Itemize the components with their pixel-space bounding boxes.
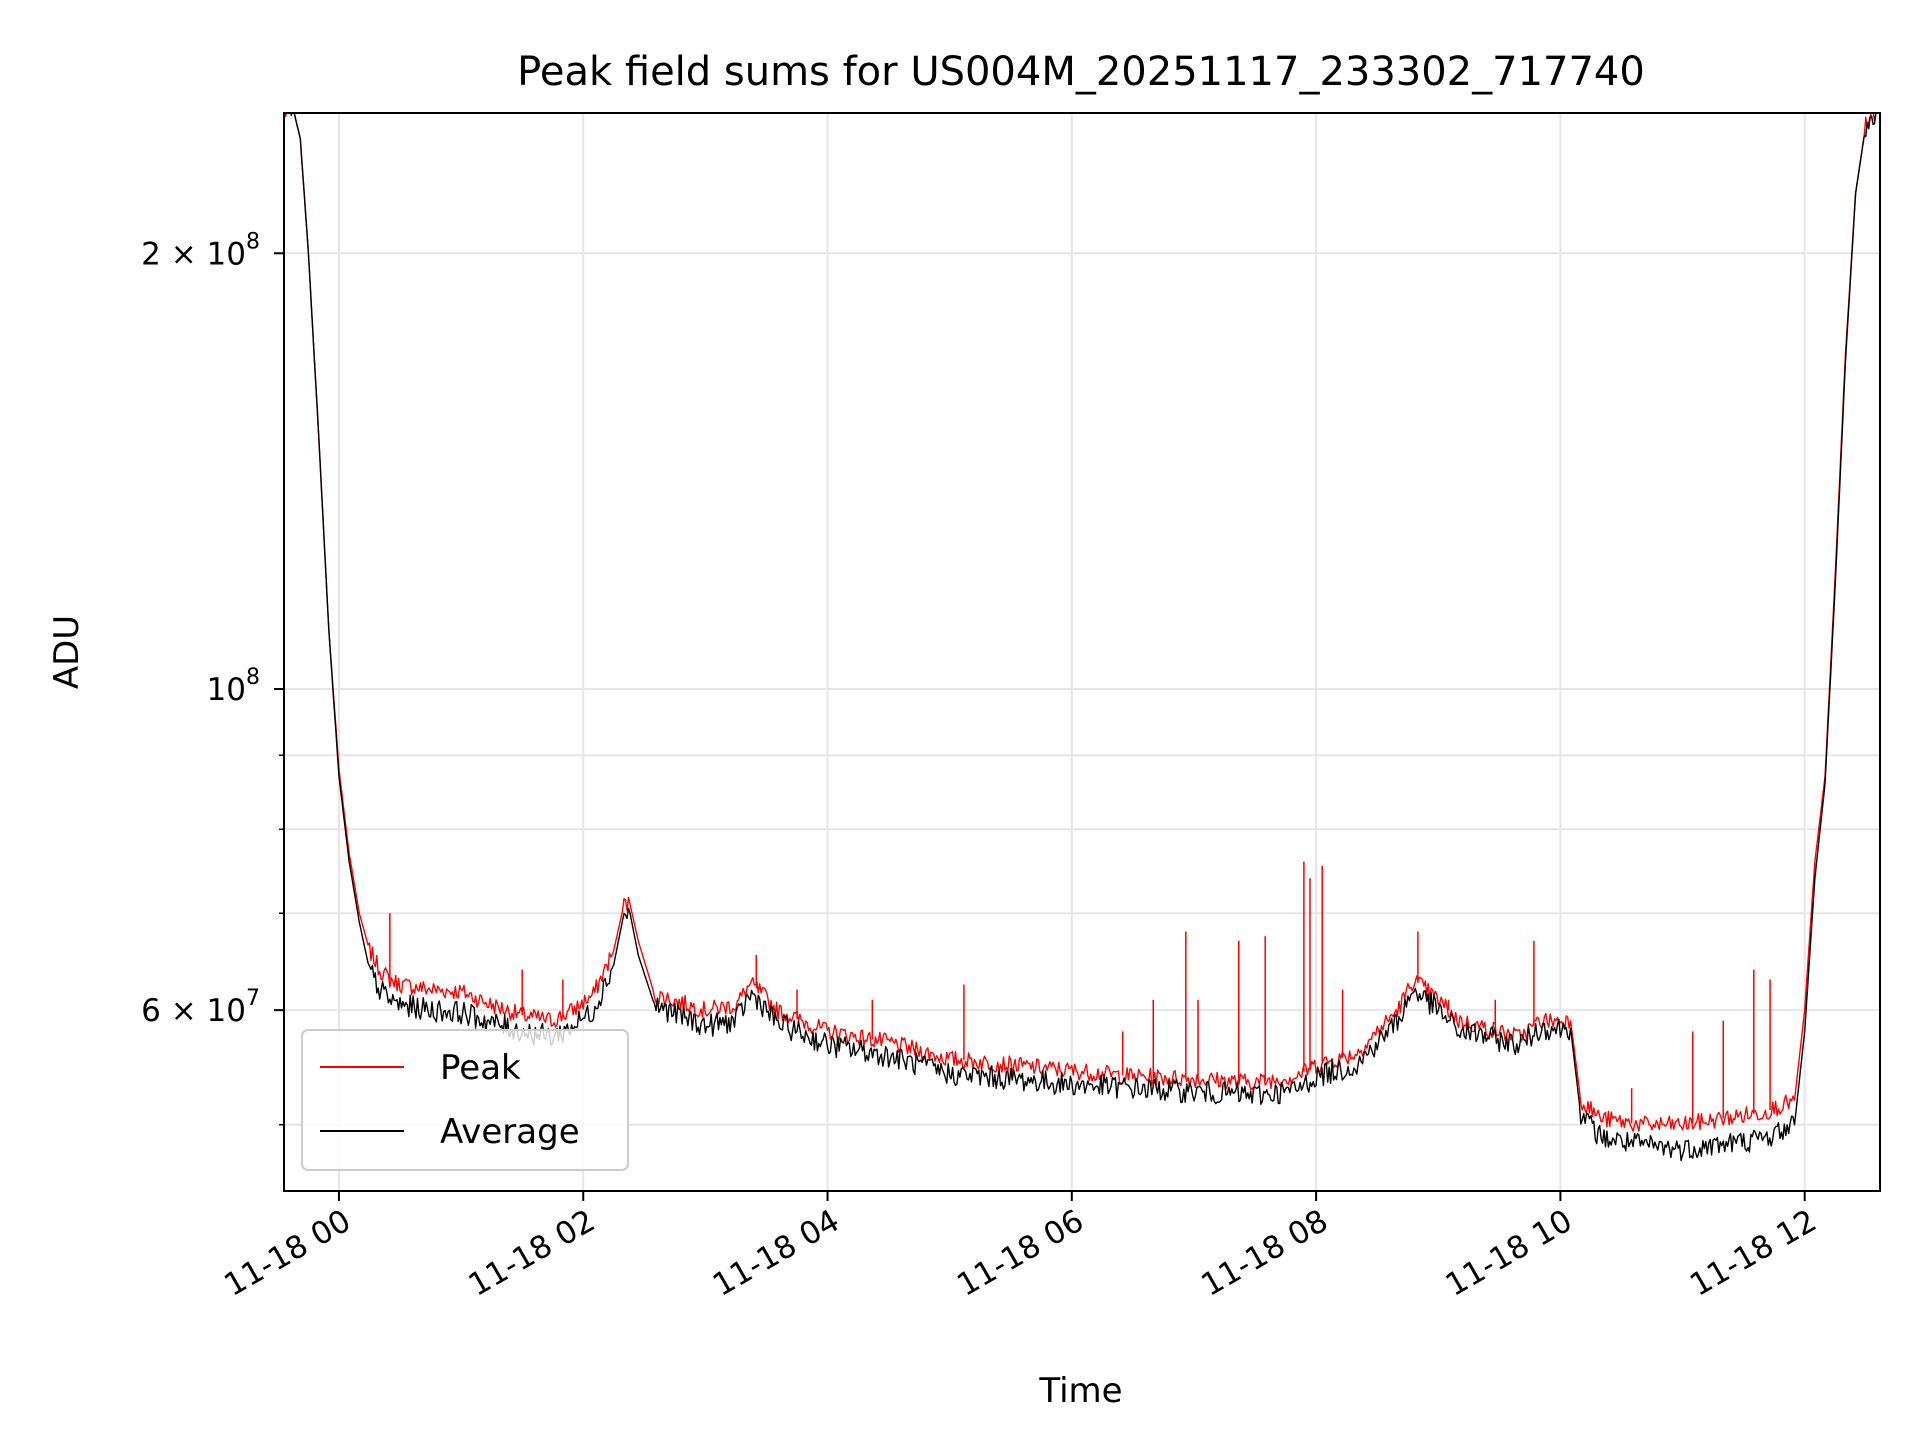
y-tick-label: 2 × 108: [141, 229, 260, 272]
y-tick-label: 108: [207, 665, 260, 708]
y-tick-exponent: 8: [246, 665, 260, 690]
legend-label-peak: Peak: [440, 1048, 521, 1088]
chart-title: Peak field sums for US004M_20251117_2333…: [517, 49, 1645, 95]
series-layer: [284, 113, 1877, 1162]
legend-label-average: Average: [440, 1112, 580, 1152]
plot-frame: [283, 112, 1881, 1192]
y-tick-mantissa: 2 × 10: [141, 236, 246, 272]
y-tick-exponent: 7: [246, 986, 260, 1011]
y-tick-exponent: 8: [246, 229, 260, 254]
series-line-peak: [284, 113, 1877, 1132]
legend: Peak Average: [301, 1029, 629, 1171]
y-tick-mantissa: 10: [207, 672, 246, 708]
y-axis-label: ADU: [47, 615, 87, 689]
legend-box: [301, 1029, 629, 1171]
y-tick-mantissa: 6 × 10: [141, 993, 246, 1029]
x-axis-label: Time: [1038, 1371, 1122, 1411]
y-tick-label: 6 × 107: [141, 986, 260, 1029]
